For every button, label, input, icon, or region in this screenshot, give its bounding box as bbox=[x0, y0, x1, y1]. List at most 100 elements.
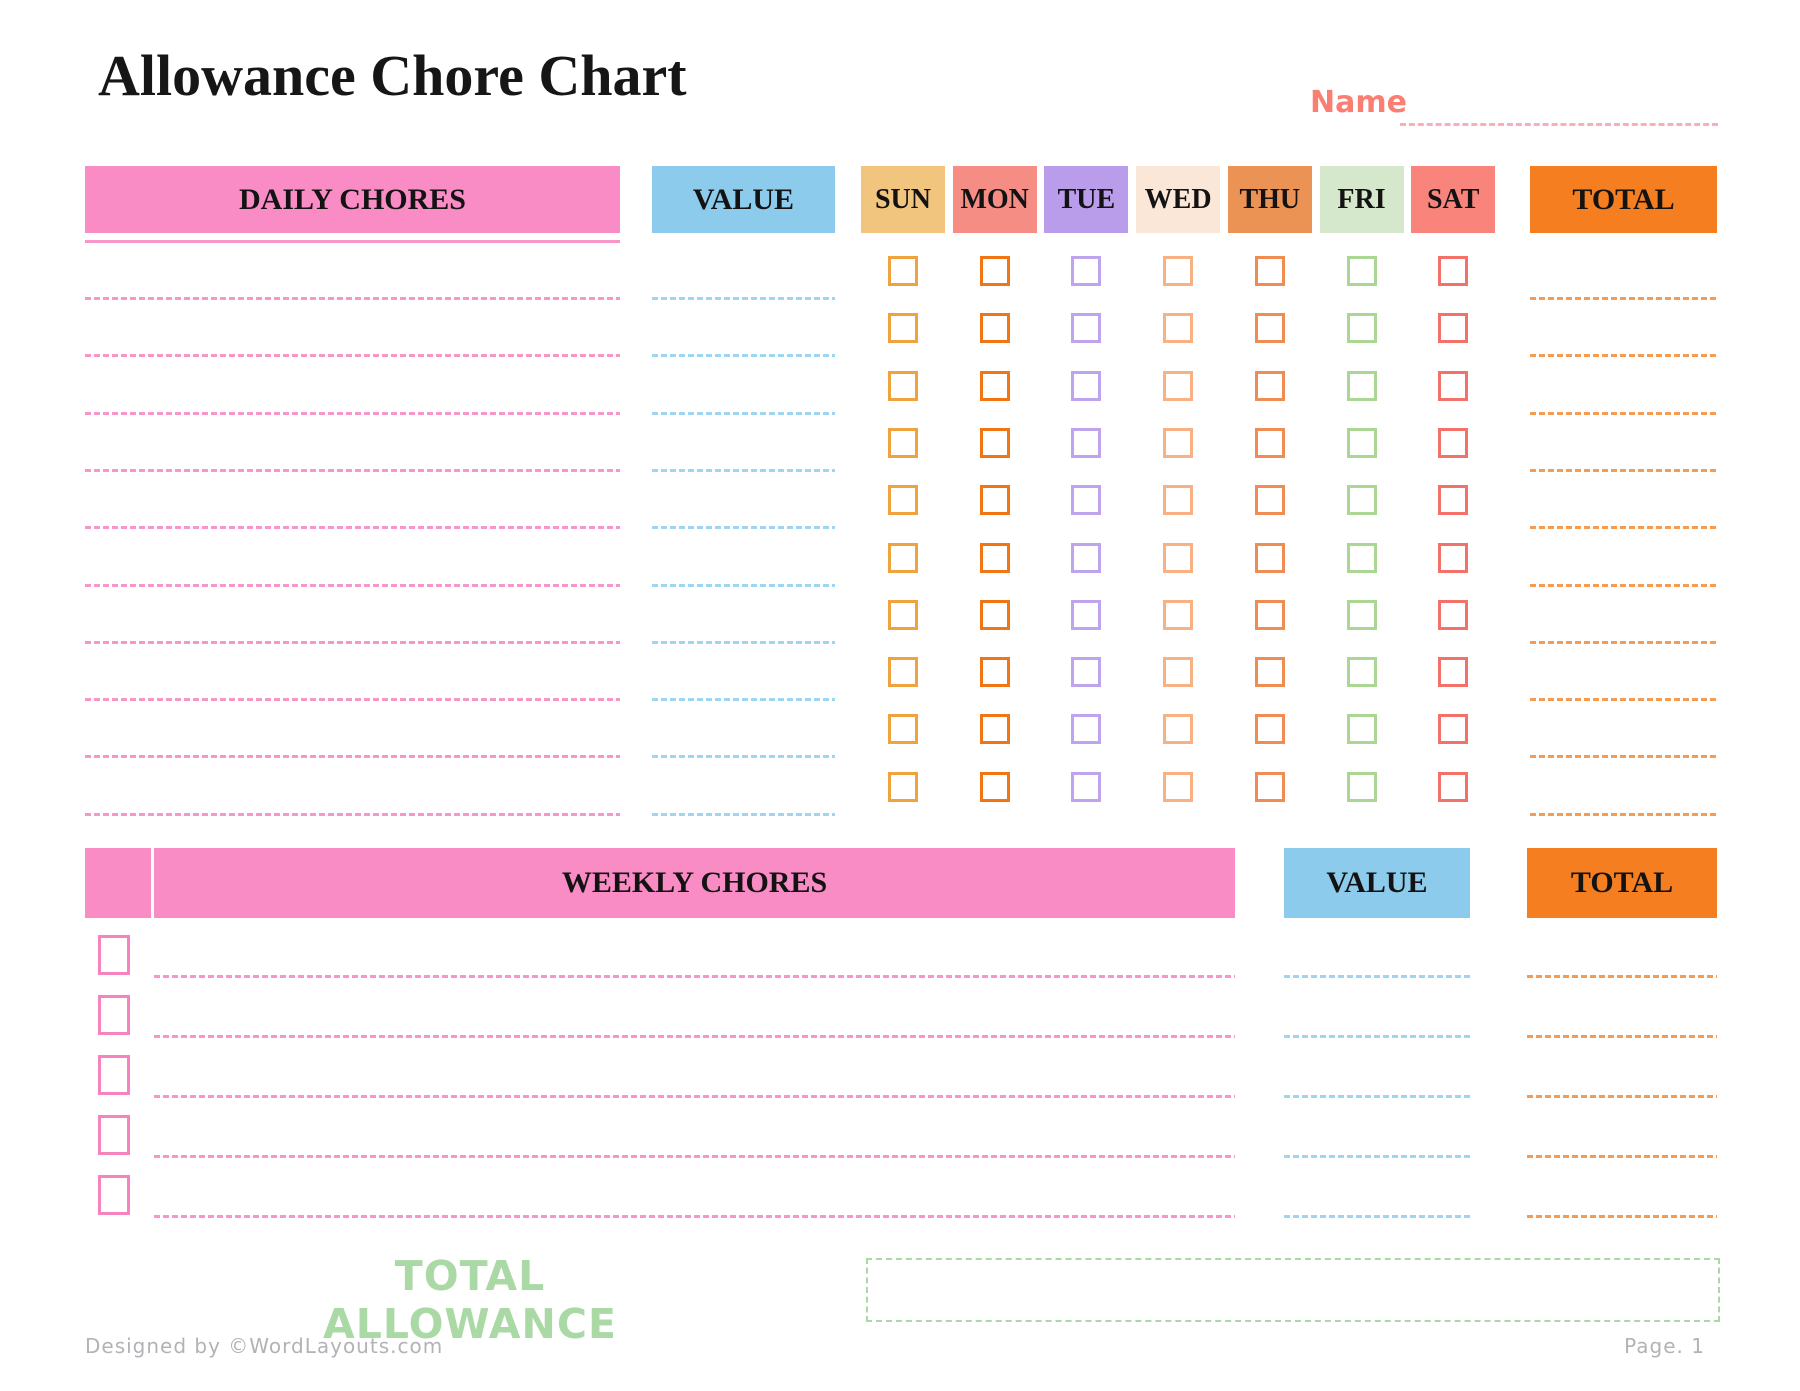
daily-checkbox-thu-row3[interactable] bbox=[1254, 370, 1285, 401]
daily-checkbox-wed-row5[interactable] bbox=[1163, 485, 1194, 516]
weekly-checkbox-row1[interactable] bbox=[98, 935, 130, 975]
weekly-chore-line-3[interactable] bbox=[154, 1095, 1235, 1098]
daily-total-line-10[interactable] bbox=[1530, 812, 1717, 816]
daily-value-line-2[interactable] bbox=[652, 354, 835, 358]
weekly-value-line-2[interactable] bbox=[1284, 1035, 1470, 1038]
daily-checkbox-mon-row3[interactable] bbox=[979, 370, 1010, 401]
daily-chore-line-9[interactable] bbox=[85, 755, 620, 759]
daily-value-line-6[interactable] bbox=[652, 583, 835, 587]
weekly-total-line-1[interactable] bbox=[1527, 975, 1717, 978]
daily-checkbox-fri-row4[interactable] bbox=[1346, 427, 1377, 458]
daily-checkbox-thu-row10[interactable] bbox=[1254, 771, 1285, 802]
daily-chore-line-5[interactable] bbox=[85, 526, 620, 530]
daily-checkbox-sat-row2[interactable] bbox=[1438, 313, 1469, 344]
daily-checkbox-sun-row7[interactable] bbox=[888, 599, 918, 630]
daily-checkbox-sun-row3[interactable] bbox=[888, 370, 918, 401]
daily-checkbox-fri-row5[interactable] bbox=[1346, 485, 1377, 516]
daily-checkbox-fri-row6[interactable] bbox=[1346, 542, 1377, 573]
weekly-total-line-5[interactable] bbox=[1527, 1215, 1717, 1218]
daily-checkbox-thu-row7[interactable] bbox=[1254, 599, 1285, 630]
daily-checkbox-sat-row3[interactable] bbox=[1438, 370, 1469, 401]
weekly-chore-line-1[interactable] bbox=[154, 975, 1235, 978]
daily-total-line-1[interactable] bbox=[1530, 297, 1717, 300]
weekly-checkbox-row4[interactable] bbox=[98, 1115, 130, 1155]
daily-value-line-7[interactable] bbox=[652, 640, 835, 644]
weekly-total-line-4[interactable] bbox=[1527, 1155, 1717, 1158]
daily-checkbox-mon-row5[interactable] bbox=[979, 485, 1010, 516]
weekly-value-line-5[interactable] bbox=[1284, 1215, 1470, 1218]
daily-value-line-5[interactable] bbox=[652, 526, 835, 530]
daily-checkbox-wed-row4[interactable] bbox=[1163, 427, 1194, 458]
weekly-chore-line-2[interactable] bbox=[154, 1035, 1235, 1038]
daily-checkbox-fri-row9[interactable] bbox=[1346, 714, 1377, 745]
daily-checkbox-sat-row6[interactable] bbox=[1438, 542, 1469, 573]
daily-checkbox-mon-row6[interactable] bbox=[979, 542, 1010, 573]
daily-checkbox-sat-row1[interactable] bbox=[1438, 256, 1469, 286]
daily-checkbox-wed-row10[interactable] bbox=[1163, 771, 1194, 802]
daily-checkbox-mon-row4[interactable] bbox=[979, 427, 1010, 458]
daily-checkbox-sat-row4[interactable] bbox=[1438, 427, 1469, 458]
weekly-value-line-3[interactable] bbox=[1284, 1095, 1470, 1098]
daily-chore-line-2[interactable] bbox=[85, 354, 620, 358]
daily-total-line-3[interactable] bbox=[1530, 411, 1717, 415]
daily-checkbox-wed-row1[interactable] bbox=[1163, 256, 1194, 286]
daily-value-line-3[interactable] bbox=[652, 411, 835, 415]
daily-checkbox-fri-row1[interactable] bbox=[1346, 256, 1377, 286]
daily-total-line-9[interactable] bbox=[1530, 755, 1717, 759]
daily-total-line-2[interactable] bbox=[1530, 354, 1717, 358]
daily-checkbox-tue-row8[interactable] bbox=[1071, 657, 1102, 688]
daily-checkbox-sun-row2[interactable] bbox=[888, 313, 918, 344]
daily-checkbox-sat-row7[interactable] bbox=[1438, 599, 1469, 630]
daily-checkbox-wed-row7[interactable] bbox=[1163, 599, 1194, 630]
daily-checkbox-thu-row4[interactable] bbox=[1254, 427, 1285, 458]
daily-checkbox-mon-row7[interactable] bbox=[979, 599, 1010, 630]
daily-checkbox-sun-row1[interactable] bbox=[888, 256, 918, 286]
daily-checkbox-sat-row8[interactable] bbox=[1438, 657, 1469, 688]
weekly-value-line-4[interactable] bbox=[1284, 1155, 1470, 1158]
daily-checkbox-tue-row4[interactable] bbox=[1071, 427, 1102, 458]
weekly-total-line-2[interactable] bbox=[1527, 1035, 1717, 1038]
daily-checkbox-tue-row10[interactable] bbox=[1071, 771, 1102, 802]
daily-checkbox-fri-row8[interactable] bbox=[1346, 657, 1377, 688]
daily-checkbox-thu-row5[interactable] bbox=[1254, 485, 1285, 516]
daily-checkbox-sun-row5[interactable] bbox=[888, 485, 918, 516]
daily-checkbox-mon-row9[interactable] bbox=[979, 714, 1010, 745]
weekly-chore-line-4[interactable] bbox=[154, 1155, 1235, 1158]
daily-checkbox-thu-row6[interactable] bbox=[1254, 542, 1285, 573]
daily-value-line-9[interactable] bbox=[652, 755, 835, 759]
weekly-checkbox-row5[interactable] bbox=[98, 1175, 130, 1215]
daily-checkbox-thu-row9[interactable] bbox=[1254, 714, 1285, 745]
daily-total-line-8[interactable] bbox=[1530, 698, 1717, 702]
daily-chore-line-4[interactable] bbox=[85, 468, 620, 472]
daily-chore-line-6[interactable] bbox=[85, 583, 620, 587]
daily-checkbox-fri-row7[interactable] bbox=[1346, 599, 1377, 630]
daily-checkbox-sun-row8[interactable] bbox=[888, 657, 918, 688]
daily-checkbox-mon-row8[interactable] bbox=[979, 657, 1010, 688]
daily-chore-line-10[interactable] bbox=[85, 812, 620, 816]
daily-checkbox-fri-row2[interactable] bbox=[1346, 313, 1377, 344]
daily-checkbox-sun-row6[interactable] bbox=[888, 542, 918, 573]
daily-checkbox-tue-row1[interactable] bbox=[1071, 256, 1102, 286]
daily-checkbox-wed-row6[interactable] bbox=[1163, 542, 1194, 573]
daily-checkbox-wed-row2[interactable] bbox=[1163, 313, 1194, 344]
daily-checkbox-thu-row1[interactable] bbox=[1254, 256, 1285, 286]
daily-checkbox-mon-row2[interactable] bbox=[979, 313, 1010, 344]
daily-checkbox-fri-row3[interactable] bbox=[1346, 370, 1377, 401]
daily-checkbox-thu-row8[interactable] bbox=[1254, 657, 1285, 688]
daily-checkbox-sun-row10[interactable] bbox=[888, 771, 918, 802]
daily-total-line-5[interactable] bbox=[1530, 526, 1717, 530]
daily-checkbox-sun-row4[interactable] bbox=[888, 427, 918, 458]
daily-checkbox-wed-row8[interactable] bbox=[1163, 657, 1194, 688]
daily-chore-line-3[interactable] bbox=[85, 411, 620, 415]
daily-checkbox-tue-row7[interactable] bbox=[1071, 599, 1102, 630]
weekly-checkbox-row2[interactable] bbox=[98, 995, 130, 1035]
daily-checkbox-tue-row3[interactable] bbox=[1071, 370, 1102, 401]
daily-checkbox-tue-row5[interactable] bbox=[1071, 485, 1102, 516]
daily-checkbox-sun-row9[interactable] bbox=[888, 714, 918, 745]
weekly-chore-line-5[interactable] bbox=[154, 1215, 1235, 1218]
weekly-checkbox-row3[interactable] bbox=[98, 1055, 130, 1095]
daily-chore-line-7[interactable] bbox=[85, 640, 620, 644]
daily-value-line-1[interactable] bbox=[652, 297, 835, 300]
daily-value-line-4[interactable] bbox=[652, 468, 835, 472]
daily-value-line-10[interactable] bbox=[652, 812, 835, 816]
